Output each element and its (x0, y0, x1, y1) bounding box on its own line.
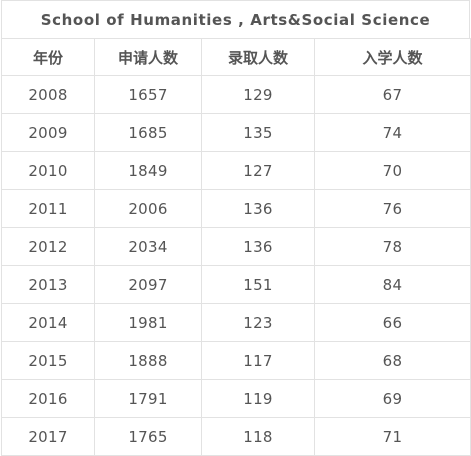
cell-year: 2015 (1, 341, 95, 380)
table-title: School of Humanities , Arts&Social Scien… (1, 0, 470, 38)
table-row: 2014 1981 123 66 (1, 303, 471, 342)
admissions-table: 年份 申请人数 录取人数 入学人数 2008 1657 129 67 2009 … (1, 38, 471, 456)
cell-year: 2009 (1, 113, 95, 152)
table-row: 2013 2097 151 84 (1, 265, 471, 304)
cell-enrolled: 71 (314, 417, 471, 456)
cell-applicants: 1981 (94, 303, 202, 342)
table-row: 2008 1657 129 67 (1, 75, 471, 114)
table-row: 2012 2034 136 78 (1, 227, 471, 266)
header-year: 年份 (1, 38, 95, 76)
table-row: 2015 1888 117 68 (1, 341, 471, 380)
cell-applicants: 1849 (94, 151, 202, 190)
cell-applicants: 1888 (94, 341, 202, 380)
table-row: 2017 1765 118 71 (1, 417, 471, 456)
cell-admitted: 117 (201, 341, 315, 380)
cell-enrolled: 76 (314, 189, 471, 228)
cell-enrolled: 70 (314, 151, 471, 190)
cell-year: 2014 (1, 303, 95, 342)
cell-year: 2010 (1, 151, 95, 190)
cell-enrolled: 68 (314, 341, 471, 380)
cell-admitted: 136 (201, 227, 315, 266)
cell-applicants: 1657 (94, 75, 202, 114)
cell-enrolled: 78 (314, 227, 471, 266)
cell-year: 2011 (1, 189, 95, 228)
cell-admitted: 118 (201, 417, 315, 456)
cell-year: 2013 (1, 265, 95, 304)
cell-admitted: 136 (201, 189, 315, 228)
cell-admitted: 119 (201, 379, 315, 418)
cell-applicants: 2034 (94, 227, 202, 266)
cell-year: 2012 (1, 227, 95, 266)
cell-year: 2008 (1, 75, 95, 114)
header-enrolled: 入学人数 (314, 38, 471, 76)
table-row: 2010 1849 127 70 (1, 151, 471, 190)
cell-applicants: 1765 (94, 417, 202, 456)
header-row: 年份 申请人数 录取人数 入学人数 (1, 38, 471, 76)
cell-applicants: 2097 (94, 265, 202, 304)
cell-admitted: 135 (201, 113, 315, 152)
cell-enrolled: 74 (314, 113, 471, 152)
cell-applicants: 1685 (94, 113, 202, 152)
cell-year: 2017 (1, 417, 95, 456)
cell-applicants: 1791 (94, 379, 202, 418)
cell-enrolled: 84 (314, 265, 471, 304)
cell-admitted: 127 (201, 151, 315, 190)
table-row: 2016 1791 119 69 (1, 379, 471, 418)
cell-year: 2016 (1, 379, 95, 418)
header-admitted: 录取人数 (201, 38, 315, 76)
cell-admitted: 151 (201, 265, 315, 304)
table-row: 2011 2006 136 76 (1, 189, 471, 228)
cell-enrolled: 66 (314, 303, 471, 342)
header-applicants: 申请人数 (94, 38, 202, 76)
cell-enrolled: 67 (314, 75, 471, 114)
table-row: 2009 1685 135 74 (1, 113, 471, 152)
cell-admitted: 129 (201, 75, 315, 114)
cell-applicants: 2006 (94, 189, 202, 228)
cell-admitted: 123 (201, 303, 315, 342)
cell-enrolled: 69 (314, 379, 471, 418)
